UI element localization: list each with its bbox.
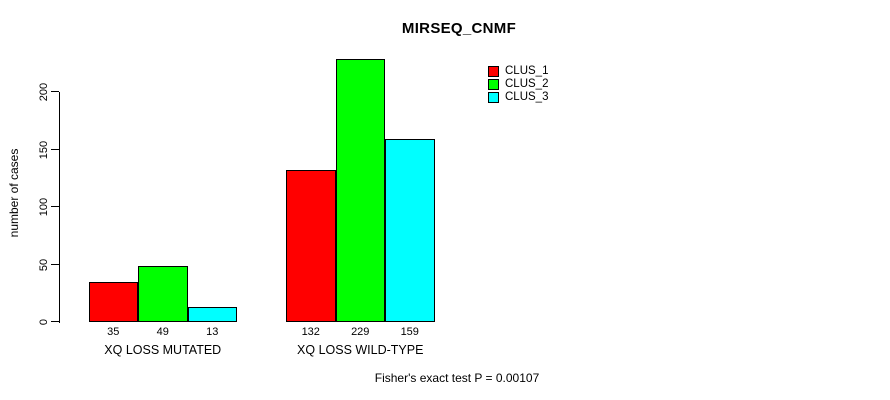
legend-item-clus_3: CLUS_3 bbox=[488, 91, 548, 103]
y-axis-tick-label: 50 bbox=[38, 258, 50, 272]
bar-value-label: 49 bbox=[156, 326, 169, 338]
legend-label-clus_3: CLUS_3 bbox=[505, 91, 549, 103]
legend-swatch-clus_2 bbox=[488, 78, 499, 90]
legend-item-clus_1: CLUS_1 bbox=[488, 65, 548, 77]
bar-value-label: 13 bbox=[206, 326, 219, 338]
y-axis-tick bbox=[51, 206, 59, 207]
chart-title: MIRSEQ_CNMF bbox=[401, 20, 517, 37]
bar-value-label: 229 bbox=[351, 326, 370, 338]
y-axis-tick bbox=[51, 91, 59, 92]
x-category-label: XQ LOSS WILD-TYPE bbox=[297, 343, 424, 357]
y-axis-tick bbox=[51, 264, 59, 265]
y-axis-tick-label: 100 bbox=[38, 197, 50, 217]
bar-clus_1-group1 bbox=[88, 281, 138, 322]
y-axis-tick-label: 200 bbox=[38, 82, 50, 102]
legend-label-clus_2: CLUS_2 bbox=[505, 78, 549, 90]
bar-value-label: 132 bbox=[301, 326, 320, 338]
y-axis-tick bbox=[51, 149, 59, 150]
legend-item-clus_2: CLUS_2 bbox=[488, 78, 548, 90]
bar-value-label: 35 bbox=[107, 326, 120, 338]
y-axis-tick bbox=[51, 321, 59, 322]
y-axis-tick-label: 0 bbox=[38, 318, 50, 326]
bar-clus_1-group2 bbox=[286, 170, 336, 322]
bar-clus_2-group1 bbox=[138, 265, 188, 322]
stat-annotation: Fisher's exact test P = 0.00107 bbox=[374, 371, 540, 385]
bar-clus_3-group2 bbox=[385, 139, 435, 322]
bar-value-label: 159 bbox=[400, 326, 419, 338]
legend-label-clus_1: CLUS_1 bbox=[505, 65, 549, 77]
y-axis-line bbox=[59, 92, 60, 323]
legend-swatch-clus_3 bbox=[488, 91, 499, 103]
legend: CLUS_1 CLUS_2 CLUS_3 bbox=[488, 65, 548, 104]
legend-swatch-clus_1 bbox=[488, 65, 499, 77]
y-axis-tick-label: 150 bbox=[38, 140, 50, 160]
bar-clus_2-group2 bbox=[335, 58, 385, 322]
x-category-label: XQ LOSS MUTATED bbox=[104, 343, 222, 357]
bar-clus_3-group1 bbox=[187, 307, 237, 322]
